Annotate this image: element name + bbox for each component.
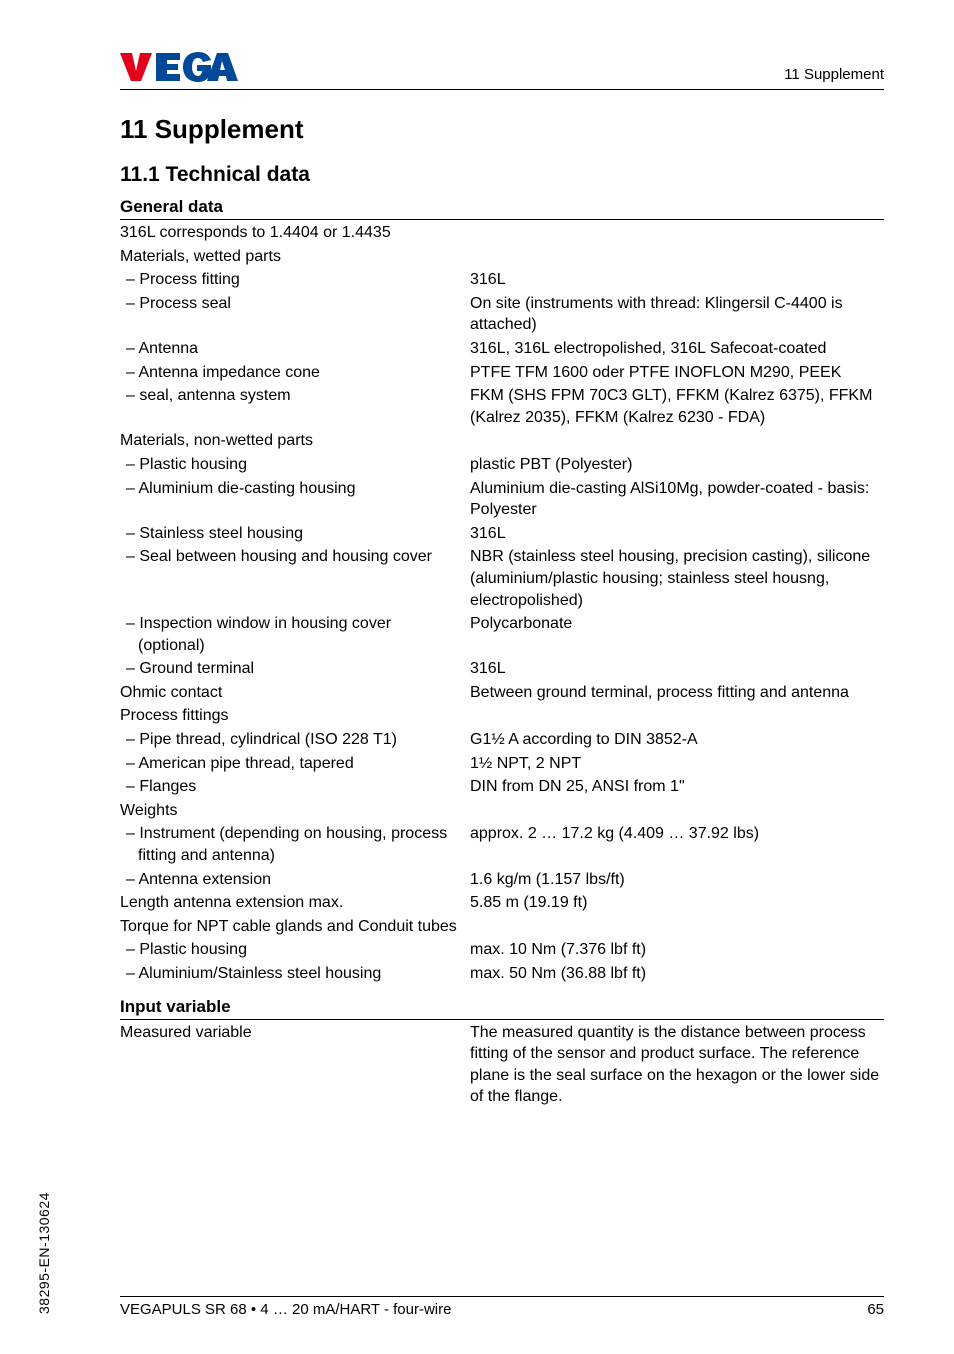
row-label: Aluminium die-casting housing (120, 478, 470, 521)
row-label: Instrument (depending on housing, proces… (120, 823, 470, 866)
group-heading: Torque for NPT cable glands and Conduit … (120, 916, 884, 938)
row-value: plastic PBT (Polyester) (470, 454, 884, 476)
row-value: Between ground terminal, process fitting… (470, 682, 884, 704)
row-value: 316L (470, 523, 884, 545)
header-chapter-ref: 11 Supplement (784, 66, 884, 83)
row-value: 1.6 kg/m (1.157 lbs/ft) (470, 869, 884, 891)
row-value: FKM (SHS FPM 70C3 GLT), FFKM (Kalrez 637… (470, 385, 884, 428)
row-label: seal, antenna system (120, 385, 470, 428)
vega-logo (120, 51, 240, 83)
row-value: 5.85 m (19.19 ft) (470, 892, 884, 914)
heading-1: 11 Supplement (120, 114, 884, 145)
group-heading: Materials, non-wetted parts (120, 430, 884, 452)
row-value: approx. 2 … 17.2 kg (4.409 … 37.92 lbs) (470, 823, 884, 866)
row-value: max. 50 Nm (36.88 lbf ft) (470, 963, 884, 985)
row-value: 316L (470, 658, 884, 680)
row-label: Seal between housing and housing cover (120, 546, 470, 611)
row-value: 316L (470, 269, 884, 291)
section-title-general: General data (120, 197, 884, 220)
row-value: The measured quantity is the distance be… (470, 1022, 884, 1108)
group-heading: Weights (120, 800, 884, 822)
row-value: Aluminium die-casting AlSi10Mg, powder-c… (470, 478, 884, 521)
row-label: Antenna extension (120, 869, 470, 891)
row-value: On site (instruments with thread: Klinge… (470, 293, 884, 336)
row-value: NBR (stainless steel housing, precision … (470, 546, 884, 611)
row-value: G1½ A according to DIN 3852-A (470, 729, 884, 751)
row-label: Plastic housing (120, 454, 470, 476)
row-label: American pipe thread, tapered (120, 753, 470, 775)
header: 11 Supplement (120, 50, 884, 90)
row-label: Process fitting (120, 269, 470, 291)
row-label: Length antenna extension max. (120, 892, 470, 914)
row-label: Stainless steel housing (120, 523, 470, 545)
row-value: PTFE TFM 1600 oder PTFE INOFLON M290, PE… (470, 362, 884, 384)
section-title-input: Input variable (120, 997, 884, 1020)
row-label: Antenna (120, 338, 470, 360)
row-value: Polycarbonate (470, 613, 884, 656)
general-note: 316L corresponds to 1.4404 or 1.4435 (120, 222, 884, 244)
row-value: max. 10 Nm (7.376 lbf ft) (470, 939, 884, 961)
row-label: Inspection window in housing cover (opti… (120, 613, 470, 656)
side-doc-id: 38295-EN-130624 (36, 1192, 52, 1314)
row-label: Flanges (120, 776, 470, 798)
group-heading: Process fittings (120, 705, 884, 727)
row-label: Pipe thread, cylindrical (ISO 228 T1) (120, 729, 470, 751)
footer-page-number: 65 (867, 1301, 884, 1318)
row-value: DIN from DN 25, ANSI from 1" (470, 776, 884, 798)
row-label: Ground terminal (120, 658, 470, 680)
row-label: Antenna impedance cone (120, 362, 470, 384)
footer-left: VEGAPULS SR 68 • 4 … 20 mA/HART - four-w… (120, 1301, 451, 1318)
row-label: Aluminium/Stainless steel housing (120, 963, 470, 985)
row-label: Ohmic contact (120, 682, 470, 704)
group-heading: Materials, wetted parts (120, 246, 884, 268)
row-label: Process seal (120, 293, 470, 336)
row-label: Plastic housing (120, 939, 470, 961)
heading-2: 11.1 Technical data (120, 163, 884, 187)
footer: VEGAPULS SR 68 • 4 … 20 mA/HART - four-w… (120, 1296, 884, 1318)
row-value: 316L, 316L electropolished, 316L Safecoa… (470, 338, 884, 360)
row-value: 1½ NPT, 2 NPT (470, 753, 884, 775)
row-label: Measured variable (120, 1022, 470, 1108)
